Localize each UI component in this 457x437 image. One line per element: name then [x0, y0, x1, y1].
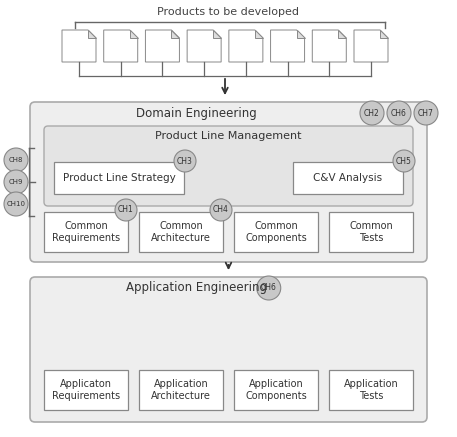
Circle shape: [210, 199, 232, 221]
Polygon shape: [104, 30, 138, 62]
Text: Application
Architecture: Application Architecture: [151, 379, 211, 401]
FancyBboxPatch shape: [30, 277, 427, 422]
Polygon shape: [271, 30, 304, 62]
Circle shape: [174, 150, 196, 172]
Polygon shape: [187, 30, 221, 62]
Text: CH2: CH2: [364, 108, 380, 118]
Text: Common
Requirements: Common Requirements: [52, 221, 120, 243]
Text: CH6: CH6: [261, 284, 276, 292]
Polygon shape: [145, 30, 180, 62]
Polygon shape: [171, 30, 180, 38]
Bar: [44, 212, 128, 252]
Text: C&V Analysis: C&V Analysis: [314, 173, 383, 183]
Text: CH6: CH6: [391, 108, 407, 118]
Polygon shape: [312, 30, 346, 62]
Polygon shape: [338, 30, 346, 38]
Bar: [329, 370, 413, 410]
FancyBboxPatch shape: [44, 126, 413, 206]
Bar: [293, 162, 403, 194]
Text: CH3: CH3: [177, 156, 193, 166]
Text: Application Engineering: Application Engineering: [126, 281, 267, 295]
Text: Domain Engineering: Domain Engineering: [136, 107, 257, 119]
Text: Products to be developed: Products to be developed: [157, 7, 299, 17]
Text: Common
Tests: Common Tests: [349, 221, 393, 243]
Bar: [139, 212, 223, 252]
FancyBboxPatch shape: [30, 102, 427, 262]
Bar: [329, 212, 413, 252]
Text: Common
Components: Common Components: [245, 221, 307, 243]
Circle shape: [387, 101, 411, 125]
Bar: [234, 212, 318, 252]
Text: Product Line Strategy: Product Line Strategy: [63, 173, 175, 183]
Text: Application
Tests: Application Tests: [344, 379, 399, 401]
Text: Common
Architecture: Common Architecture: [151, 221, 211, 243]
Text: CH1: CH1: [118, 205, 134, 215]
Polygon shape: [354, 30, 388, 62]
Bar: [139, 370, 223, 410]
Circle shape: [115, 199, 137, 221]
Text: Applicaton
Requirements: Applicaton Requirements: [52, 379, 120, 401]
Circle shape: [393, 150, 415, 172]
Circle shape: [257, 276, 281, 300]
Circle shape: [4, 148, 28, 172]
Text: CH10: CH10: [6, 201, 26, 207]
Polygon shape: [255, 30, 263, 38]
Circle shape: [360, 101, 384, 125]
Bar: [44, 370, 128, 410]
Circle shape: [4, 170, 28, 194]
Text: CH9: CH9: [9, 179, 23, 185]
Polygon shape: [130, 30, 138, 38]
Text: Application
Components: Application Components: [245, 379, 307, 401]
Polygon shape: [229, 30, 263, 62]
Text: CH4: CH4: [213, 205, 229, 215]
Text: CH8: CH8: [9, 157, 23, 163]
Circle shape: [414, 101, 438, 125]
Text: CH7: CH7: [418, 108, 434, 118]
Polygon shape: [88, 30, 96, 38]
Polygon shape: [297, 30, 304, 38]
Text: Product Line Management: Product Line Management: [155, 131, 302, 141]
Polygon shape: [213, 30, 221, 38]
Bar: [54, 162, 184, 194]
Bar: [234, 370, 318, 410]
Text: CH5: CH5: [396, 156, 412, 166]
Polygon shape: [62, 30, 96, 62]
Polygon shape: [380, 30, 388, 38]
Circle shape: [4, 192, 28, 216]
